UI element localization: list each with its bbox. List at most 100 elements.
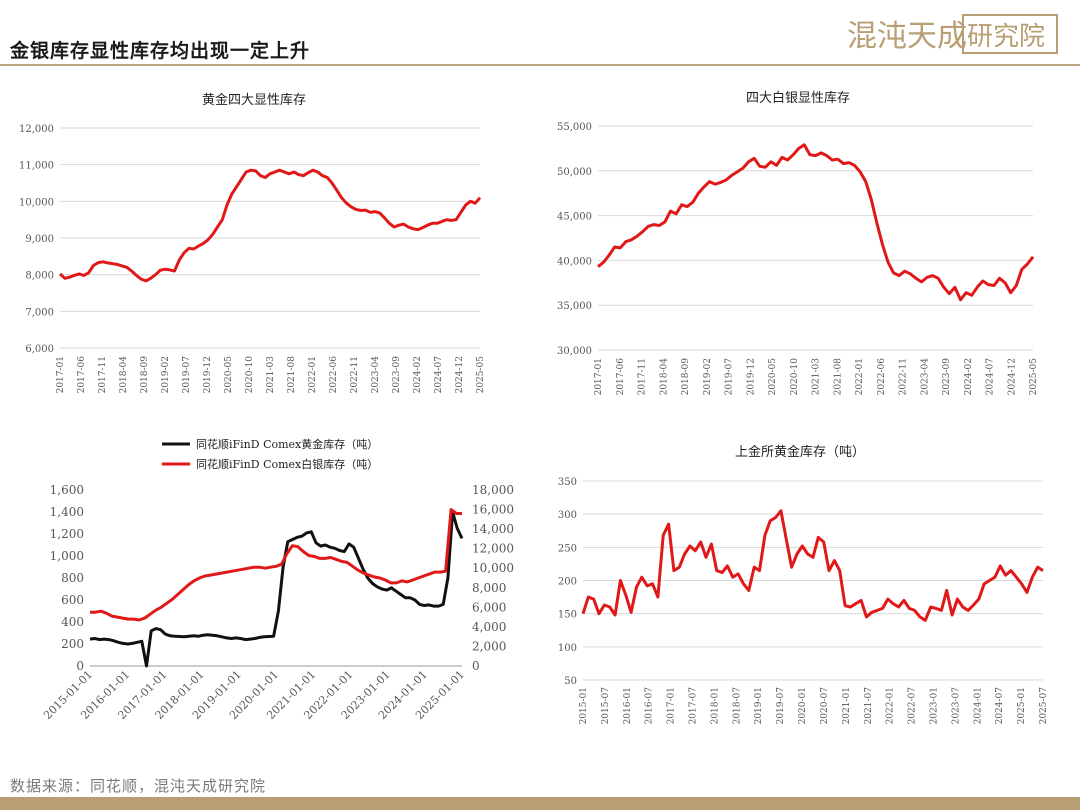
x-tick-label: 2023-04	[920, 358, 930, 396]
x-tick-label: 2024-12	[455, 356, 465, 393]
x-tick-label: 2020-07	[820, 687, 830, 725]
x-tick-label: 2021-03	[266, 356, 276, 394]
x-tick-label: 2020-05	[224, 356, 234, 394]
x-tick-label: 2024-07	[995, 687, 1005, 725]
brand-logo: 混沌天成 研究院	[847, 14, 1058, 54]
y-tick-label: 8,000	[25, 271, 54, 282]
x-tick-label: 2016-01	[623, 687, 633, 724]
y-tick-label: 45,000	[557, 212, 592, 223]
header-divider	[0, 64, 1080, 66]
y2-tick-label: 14,000	[472, 522, 514, 536]
x-tick-label: 2021-07	[864, 687, 874, 725]
x-tick-label: 2024-01	[973, 687, 983, 724]
svg-text:混沌天成: 混沌天成	[847, 19, 967, 54]
x-tick-label: 2022-07	[908, 687, 918, 725]
y2-tick-label: 4,000	[472, 620, 506, 634]
x-tick-label: 2019-07	[776, 687, 786, 725]
x-tick-label: 2023-09	[392, 356, 402, 394]
x-tick-label: 2018-04	[119, 356, 129, 394]
y-tick-label: 30,000	[557, 346, 592, 357]
legend-label-gold: 同花顺iFinD Comex黄金库存（吨）	[196, 437, 378, 451]
y-tick-label: 11,000	[19, 161, 54, 172]
y-tick-label: 1,200	[50, 527, 84, 541]
x-tick-label: 2025-07	[1039, 687, 1049, 725]
x-tick-label: 2018-01	[710, 687, 720, 724]
y-tick-label: 250	[558, 543, 577, 554]
x-tick-label: 2017-06	[77, 356, 87, 394]
page-title: 金银库存显性库存均出现一定上升	[10, 40, 311, 62]
x-tick-label: 2019-02	[703, 358, 713, 395]
y-tick-label: 1,000	[50, 549, 84, 563]
x-tick-label: 2017-11	[98, 356, 108, 393]
y2-tick-label: 12,000	[472, 542, 514, 556]
x-tick-label: 2018-04	[659, 358, 669, 396]
y-tick-label: 800	[61, 571, 84, 585]
y-tick-label: 50	[564, 676, 577, 687]
x-tick-label: 2020-10	[790, 358, 800, 396]
x-tick-label: 2022-01	[308, 356, 318, 393]
y-tick-label: 0	[76, 659, 84, 673]
x-tick-label: 2020-05	[768, 358, 778, 396]
comex-inventory-chart: 同花顺iFinD Comex黄金库存（吨） 同花顺iFinD Comex白银库存…	[41, 437, 514, 722]
y-tick-label: 200	[558, 577, 577, 588]
x-tick-label: 2025-01	[1017, 687, 1027, 724]
y2-tick-label: 16,000	[472, 503, 514, 517]
y-tick-label: 200	[61, 637, 84, 651]
y-tick-label: 10,000	[19, 197, 54, 208]
x-tick-label: 2024-12	[1007, 358, 1017, 395]
y2-tick-label: 8,000	[472, 581, 506, 595]
x-tick-label: 2019-02	[161, 356, 171, 393]
x-tick-label: 2018-09	[681, 358, 691, 396]
y-tick-label: 1,400	[50, 505, 84, 519]
x-tick-label: 2019-01	[754, 687, 764, 724]
x-tick-label: 2022-06	[877, 358, 887, 396]
x-tick-label: 2024-02	[964, 358, 974, 395]
x-tick-label: 2022-11	[350, 356, 360, 393]
y-tick-label: 6,000	[25, 344, 54, 355]
series-line-0	[89, 510, 464, 668]
x-tick-label: 2024-02	[413, 356, 423, 393]
x-tick-label: 2025-05	[1029, 358, 1039, 396]
x-tick-label: 2017-07	[689, 687, 699, 725]
x-tick-label: 2015-01	[579, 687, 589, 724]
y-tick-label: 350	[558, 477, 577, 488]
y-tick-label: 300	[558, 510, 577, 521]
y-tick-label: 9,000	[25, 234, 54, 245]
data-source-note: 数据来源：同花顺，混沌天成研究院	[10, 777, 267, 795]
x-tick-label: 2017-01	[667, 687, 677, 724]
x-tick-label: 2022-11	[899, 358, 909, 395]
x-tick-label: 2019-12	[203, 356, 213, 393]
x-tick-label: 2019-07	[182, 356, 192, 394]
x-tick-label: 2023-01	[929, 687, 939, 724]
y-tick-label: 7,000	[25, 307, 54, 318]
x-tick-label: 2021-01	[842, 687, 852, 724]
y-tick-label: 150	[558, 610, 577, 621]
silver-visible-inventory-chart: 四大白银显性库存 30,000 35,000 40,000 45,000 50,000 5…	[557, 90, 1039, 396]
y-tick-label: 55,000	[557, 122, 592, 133]
series-line-0	[58, 168, 482, 283]
x-tick-label: 2022-01	[855, 358, 865, 395]
gold-visible-inventory-chart: 黄金四大显性库存 6,000 7,000 8,000 9,000 10,000 11,00…	[19, 92, 486, 394]
x-tick-label: 2022-01	[886, 687, 896, 724]
chart-title: 四大白银显性库存	[746, 90, 850, 106]
x-tick-label: 2024-07	[986, 358, 996, 396]
y2-tick-label: 18,000	[472, 483, 514, 497]
x-tick-label: 2025-05	[476, 356, 486, 394]
series-line-0	[597, 143, 1035, 302]
chart-legend: 同花顺iFinD Comex黄金库存（吨） 同花顺iFinD Comex白银库存…	[162, 437, 378, 471]
x-tick-label: 2019-07	[725, 358, 735, 396]
x-tick-label: 2021-08	[287, 356, 297, 394]
y2-tick-label: 10,000	[472, 561, 514, 575]
y-tick-label: 1,600	[50, 483, 84, 497]
x-tick-label: 2020-10	[245, 356, 255, 394]
chart-title: 上金所黄金库存（吨）	[735, 444, 865, 460]
series-line-1	[90, 508, 462, 622]
y2-tick-label: 6,000	[472, 600, 506, 614]
x-tick-label: 2018-07	[732, 687, 742, 725]
legend-label-silver: 同花顺iFinD Comex白银库存（吨）	[196, 457, 378, 471]
x-tick-label: 2015-07	[601, 687, 611, 725]
y-tick-label: 40,000	[557, 256, 592, 267]
footer-bar	[0, 797, 1080, 810]
x-tick-label: 2020-01	[798, 687, 808, 724]
y-tick-label: 12,000	[19, 124, 54, 135]
